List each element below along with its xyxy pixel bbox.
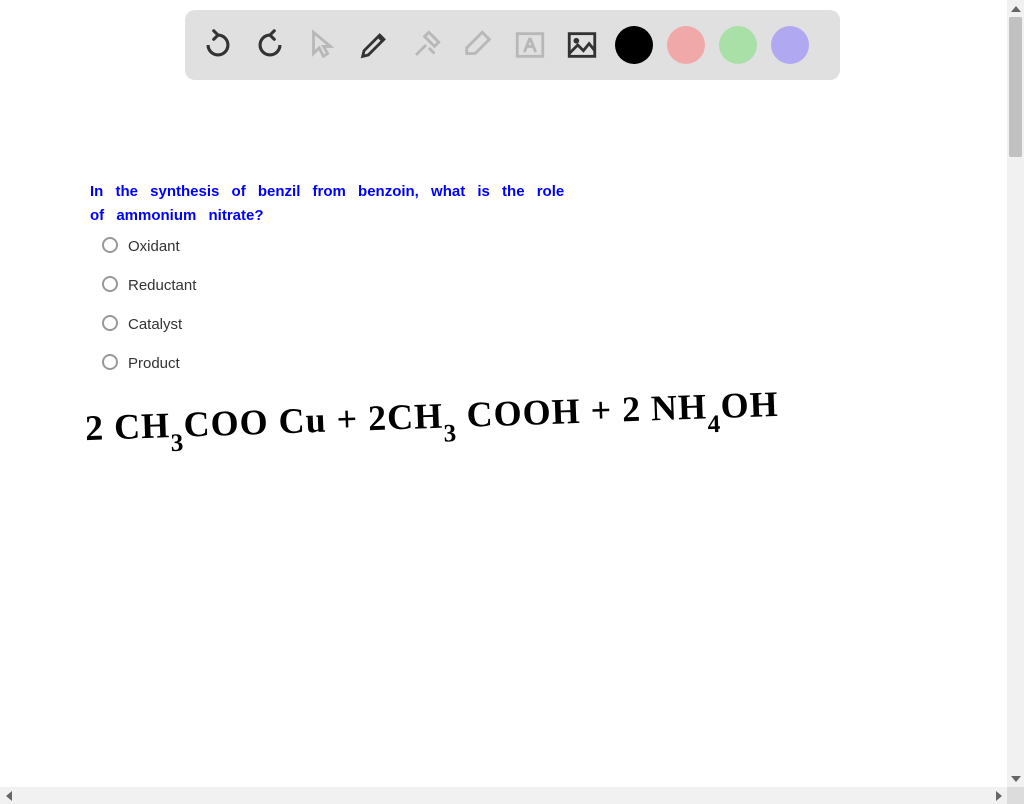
redo-button[interactable] — [247, 22, 293, 68]
tools-button[interactable] — [403, 22, 449, 68]
eraser-icon — [461, 28, 495, 62]
option-label: Reductant — [128, 277, 196, 294]
image-icon — [565, 28, 599, 62]
undo-icon — [201, 28, 235, 62]
option-product[interactable]: Product — [102, 355, 196, 372]
drawing-toolbar — [185, 10, 840, 80]
radio-icon — [102, 276, 118, 292]
eraser-button[interactable] — [455, 22, 501, 68]
horizontal-scrollbar[interactable] — [0, 787, 1007, 804]
color-swatch-purple[interactable] — [771, 26, 809, 64]
option-catalyst[interactable]: Catalyst — [102, 316, 196, 333]
chevron-left-icon — [6, 791, 12, 801]
pen-button[interactable] — [351, 22, 397, 68]
tools-icon — [409, 28, 443, 62]
pen-icon — [357, 28, 391, 62]
chevron-down-icon — [1011, 776, 1021, 782]
undo-button[interactable] — [195, 22, 241, 68]
option-label: Product — [128, 355, 180, 372]
option-oxidant[interactable]: Oxidant — [102, 238, 196, 255]
scroll-up-button[interactable] — [1007, 0, 1024, 17]
text-box-button[interactable] — [507, 22, 553, 68]
canvas-viewport: In the synthesis of benzil from benzoin,… — [0, 0, 1007, 787]
radio-icon — [102, 237, 118, 253]
vertical-scroll-track[interactable] — [1007, 17, 1024, 770]
pointer-button[interactable] — [299, 22, 345, 68]
text-box-icon — [513, 28, 547, 62]
option-label: Catalyst — [128, 316, 182, 333]
color-swatch-pink[interactable] — [667, 26, 705, 64]
vertical-scroll-thumb[interactable] — [1009, 17, 1022, 157]
chevron-up-icon — [1011, 6, 1021, 12]
radio-icon — [102, 354, 118, 370]
color-swatch-black[interactable] — [615, 26, 653, 64]
pointer-icon — [305, 28, 339, 62]
option-label: Oxidant — [128, 238, 180, 255]
scroll-right-button[interactable] — [990, 787, 1007, 804]
scroll-down-button[interactable] — [1007, 770, 1024, 787]
image-button[interactable] — [559, 22, 605, 68]
scroll-left-button[interactable] — [0, 787, 17, 804]
radio-icon — [102, 315, 118, 331]
question-text: In the synthesis of benzil from benzoin,… — [90, 180, 570, 228]
options-list: Oxidant Reductant Catalyst Product — [102, 238, 196, 394]
option-reductant[interactable]: Reductant — [102, 277, 196, 294]
vertical-scrollbar[interactable] — [1007, 0, 1024, 787]
chevron-right-icon — [996, 791, 1002, 801]
color-swatch-green[interactable] — [719, 26, 757, 64]
scrollbar-corner — [1007, 787, 1024, 804]
redo-icon — [253, 28, 287, 62]
